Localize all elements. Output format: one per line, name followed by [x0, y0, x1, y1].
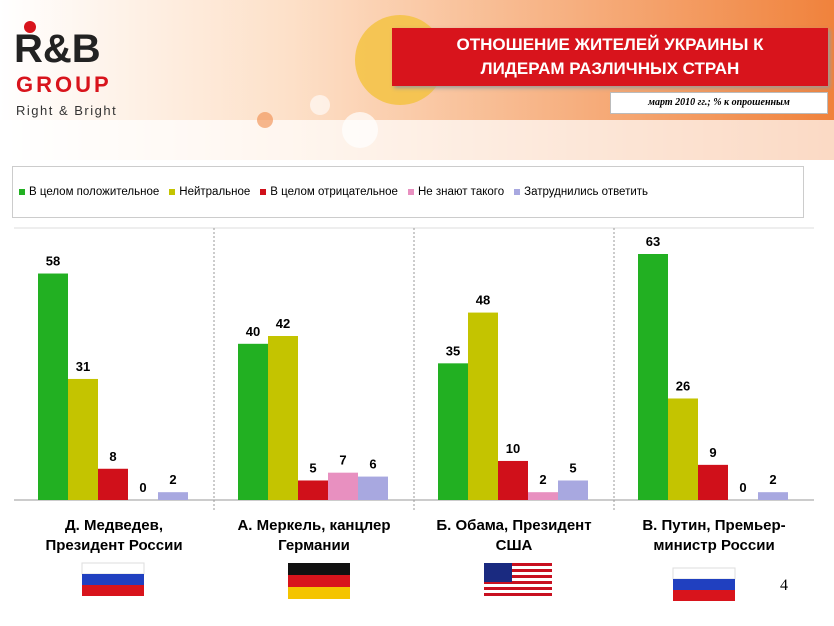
- value-label: 58: [46, 254, 60, 269]
- deco-circle: [310, 95, 330, 115]
- value-label: 7: [339, 453, 346, 468]
- bar: [558, 480, 588, 500]
- header-fade: [0, 120, 834, 160]
- value-label: 63: [646, 234, 660, 249]
- value-label: 2: [539, 472, 546, 487]
- legend-item: В целом отрицательное: [260, 186, 398, 198]
- value-label: 35: [446, 343, 460, 358]
- bar: [158, 492, 188, 500]
- legend-swatch: [19, 189, 25, 195]
- deco-circle: [257, 112, 273, 128]
- chart-subtitle: март 2010 гг.; % к опрошенным: [610, 92, 828, 114]
- flag-usa: [484, 563, 552, 599]
- legend-label: Затруднились ответить: [524, 186, 649, 198]
- flag-russia: [81, 562, 145, 596]
- bar: [498, 460, 528, 500]
- legend-swatch: [169, 189, 176, 195]
- logo-dot: [24, 21, 36, 33]
- value-label: 31: [76, 359, 90, 374]
- bar: [98, 468, 128, 500]
- bar: [238, 343, 268, 500]
- chart-title: ОТНОШЕНИЕ ЖИТЕЛЕЙ УКРАИНЫ К ЛИДЕРАМ РАЗЛ…: [392, 28, 828, 86]
- flag-russia: [672, 567, 736, 601]
- legend-swatch: [514, 189, 521, 195]
- legend-item: В целом положительное: [19, 186, 159, 198]
- value-label: 40: [246, 324, 260, 339]
- bar: [438, 363, 468, 500]
- value-label: 2: [769, 472, 776, 487]
- bar: [268, 336, 298, 500]
- logo-brand: R&B: [14, 27, 101, 71]
- bar: [328, 472, 358, 500]
- legend-item: Затруднились ответить: [514, 186, 648, 198]
- category-label: В. Путин, Премьер- министр России: [642, 517, 786, 554]
- value-label: 26: [676, 378, 690, 393]
- category-label: А. Меркель, канцлер Германии: [237, 517, 391, 554]
- bar: [358, 476, 388, 500]
- value-label: 2: [169, 472, 176, 487]
- category-label: Д. Медведев, Президент России: [45, 517, 183, 554]
- legend-item: Не знают такого: [407, 186, 505, 198]
- legend-label: В целом положительное: [29, 186, 160, 198]
- logo-tagline: Right & Bright: [16, 103, 117, 118]
- legend-label: В целом отрицательное: [270, 186, 398, 198]
- legend-swatch: [407, 189, 414, 195]
- value-label: 0: [739, 480, 746, 495]
- bar: [638, 254, 668, 500]
- value-label: 0: [139, 480, 146, 495]
- value-label: 6: [369, 457, 376, 472]
- value-label: 9: [709, 445, 716, 460]
- value-label: 5: [569, 460, 576, 475]
- deco-circle: [342, 112, 378, 148]
- bar: [668, 398, 698, 500]
- value-label: 5: [309, 460, 316, 475]
- legend-swatch: [260, 189, 267, 195]
- value-label: 10: [506, 441, 520, 456]
- bar: [758, 492, 788, 500]
- value-label: 8: [109, 449, 116, 464]
- bar: [298, 480, 328, 500]
- bar: [528, 492, 558, 500]
- legend-label: Нейтральное: [179, 186, 251, 198]
- category-label: Б. Обама, Президент США: [436, 517, 592, 554]
- value-label: 48: [476, 293, 490, 308]
- flag-germany: [288, 563, 350, 599]
- legend-item: Нейтральное: [169, 186, 250, 198]
- bar: [468, 312, 498, 500]
- bar: [698, 464, 728, 500]
- legend: В целом положительное Нейтральное В целом …: [12, 166, 804, 218]
- logo-group: GROUP: [16, 72, 112, 97]
- bar: [68, 378, 98, 500]
- bar: [38, 273, 68, 500]
- value-label: 42: [276, 316, 290, 331]
- page-number: 4: [780, 577, 788, 594]
- legend-label: Не знают такого: [417, 186, 505, 198]
